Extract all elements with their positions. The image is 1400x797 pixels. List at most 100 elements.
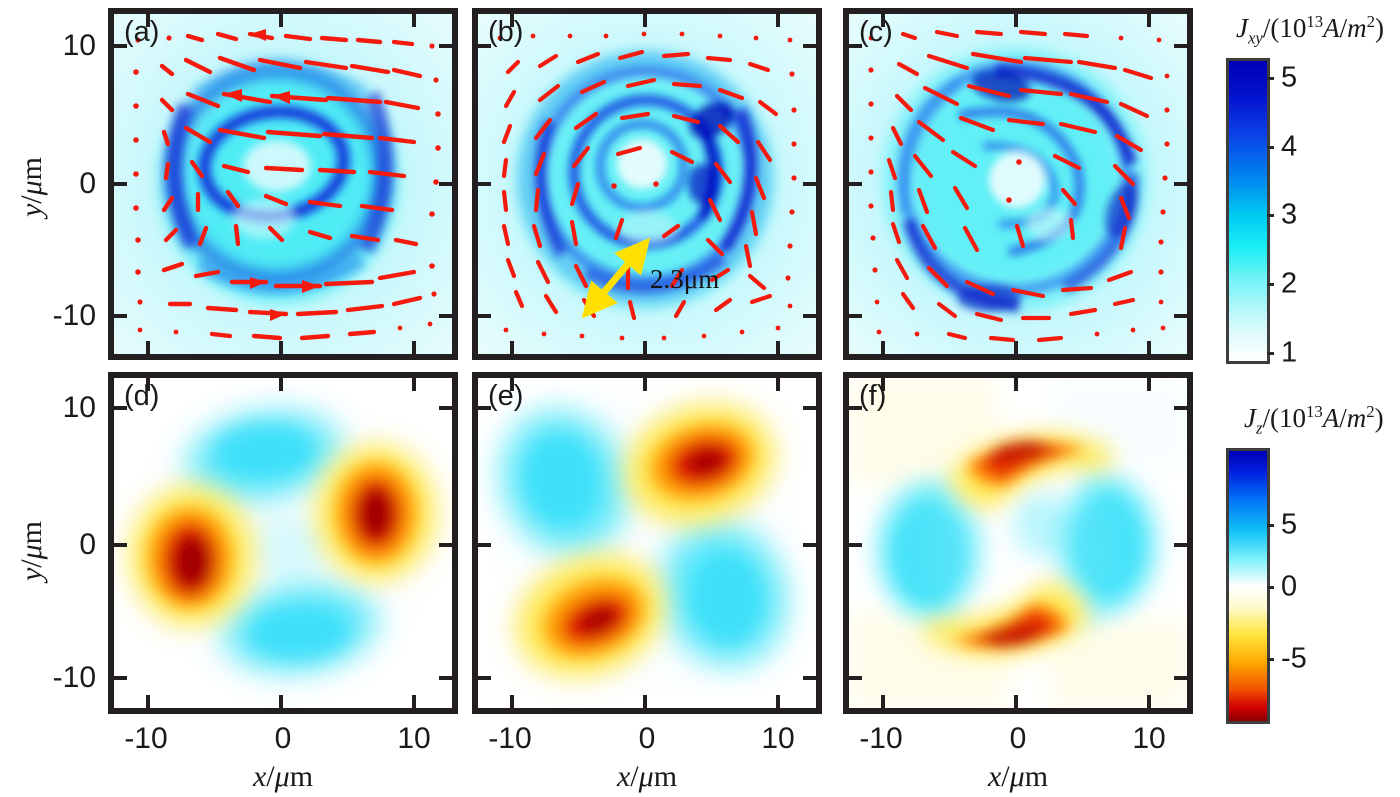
colorbar-jxy-label-2: 2 [1281, 267, 1298, 300]
panel-c-quiver [868, 29, 1170, 343]
panel-c[interactable]: (c) [843, 8, 1193, 360]
tick-c-x-right [1147, 14, 1151, 27]
tick-c-x-left-b [881, 341, 885, 354]
panel-a[interactable]: (a) [108, 8, 458, 360]
tick-c-y-mid-r [1174, 182, 1187, 186]
tick-d-x-mid [279, 378, 283, 391]
tick-a-x-mid-b [279, 341, 283, 354]
panel-b[interactable]: (b) 2.3μm [472, 8, 822, 360]
tick-c-y-bot-r [1174, 314, 1187, 318]
tick-d-x-left [146, 378, 150, 391]
panel-c-label: (c) [859, 16, 893, 48]
xtick-e-0: 0 [638, 722, 656, 755]
tick-c-y-top [849, 44, 862, 48]
tick-f-y-mid [849, 543, 862, 547]
colorbar-jxy[interactable] [1226, 58, 1270, 364]
colorbar-jxy-label-1: 1 [1281, 336, 1298, 369]
tick-d-y-mid-r [439, 543, 452, 547]
panel-a-arrowheads [224, 29, 320, 321]
tick-e-y-bot [478, 676, 491, 680]
colorbar-jxy-title: Jxy/(1013A/m2) [1236, 12, 1384, 48]
panel-f-label: (f) [859, 380, 887, 412]
tick-b-y-bot-r [803, 314, 816, 318]
tick-d-y-bot-r [439, 676, 452, 680]
tick-f-y-bot-r [1174, 676, 1187, 680]
xtick-f-0: 0 [1009, 722, 1027, 755]
tick-b-y-mid-r [803, 182, 816, 186]
tick-a-y-mid [114, 182, 127, 186]
tick-d-y-top-r [439, 406, 452, 410]
tick-d-x-left-b [146, 695, 150, 708]
tick-c-x-mid [1014, 14, 1018, 27]
tick-a-x-left-b [146, 341, 150, 354]
xtick-f-10: 10 [1132, 722, 1166, 755]
panel-a-image [114, 14, 452, 354]
tick-f-y-bot [849, 676, 862, 680]
colorbar-jxy-tick-2 [1267, 283, 1274, 286]
tick-f-x-left [881, 378, 885, 391]
xtick-e-m10: -10 [488, 722, 532, 755]
tick-b-y-mid [478, 182, 491, 186]
annotation-label: 2.3μm [650, 264, 720, 294]
tick-a-y-bot-r [439, 314, 452, 318]
x-axis-title-d: x/μm [252, 760, 314, 793]
colorbar-jz[interactable] [1226, 448, 1270, 724]
tick-d-x-mid-b [279, 695, 283, 708]
ytick-top-m10: -10 [52, 299, 96, 332]
tick-b-y-bot [478, 314, 491, 318]
tick-e-y-top-r [803, 406, 816, 410]
tick-b-y-top [478, 44, 491, 48]
panel-d-image [114, 378, 452, 708]
x-axis-title-f: x/μm [987, 760, 1049, 793]
panel-e-label: (e) [488, 380, 524, 412]
panel-d-heatmap [114, 378, 452, 708]
tick-e-x-mid [643, 378, 647, 391]
tick-f-y-mid-r [1174, 543, 1187, 547]
xtick-f-m10: -10 [859, 722, 903, 755]
panel-b-quiver [497, 31, 797, 341]
panel-f[interactable]: (f) [843, 372, 1193, 714]
tick-f-x-mid [1014, 378, 1018, 391]
xtick-d-10: 10 [397, 722, 431, 755]
panel-e[interactable]: (e) [472, 372, 822, 714]
tick-c-x-left [881, 14, 885, 27]
tick-e-y-mid-r [803, 543, 816, 547]
tick-d-x-right-b [412, 695, 416, 708]
annotation-double-arrow [582, 237, 651, 319]
tick-a-x-left [146, 14, 150, 27]
panel-d-label: (d) [124, 380, 160, 412]
panel-a-label: (a) [124, 16, 160, 48]
colorbar-jxy-tick-3 [1267, 214, 1274, 217]
colorbar-jxy-label-5: 5 [1281, 61, 1298, 94]
colorbar-jz-label-0: 0 [1281, 570, 1298, 603]
panel-e-heatmap [478, 378, 816, 708]
tick-f-y-top [849, 406, 862, 410]
panel-a-heatmap [114, 14, 452, 354]
tick-f-x-right [1147, 378, 1151, 391]
colorbar-jz-tick-5 [1267, 524, 1274, 527]
tick-f-x-right-b [1147, 695, 1151, 708]
colorbar-jxy-tick-4 [1267, 146, 1274, 149]
colorbar-jxy-label-3: 3 [1281, 198, 1298, 231]
tick-d-x-right [412, 378, 416, 391]
tick-f-x-mid-b [1014, 695, 1018, 708]
panel-e-image [478, 378, 816, 708]
tick-d-y-top [114, 406, 127, 410]
tick-d-y-bot [114, 676, 127, 680]
xtick-d-0: 0 [274, 722, 292, 755]
y-axis-title-bottom: y/μm [15, 520, 48, 582]
panel-f-image [849, 378, 1187, 708]
ytick-top-10: 10 [62, 29, 96, 62]
tick-b-y-top-r [803, 44, 816, 48]
tick-b-x-right [776, 14, 780, 27]
colorbar-jz-label-5: 5 [1281, 508, 1298, 541]
panel-d[interactable]: (d) [108, 372, 458, 714]
tick-e-y-top [478, 406, 491, 410]
tick-b-x-left-b [510, 341, 514, 354]
tick-b-x-mid [643, 14, 647, 27]
tick-d-y-mid [114, 543, 127, 547]
tick-c-y-mid [849, 182, 862, 186]
tick-a-y-mid-r [439, 182, 452, 186]
panel-b-label: (b) [488, 16, 524, 48]
